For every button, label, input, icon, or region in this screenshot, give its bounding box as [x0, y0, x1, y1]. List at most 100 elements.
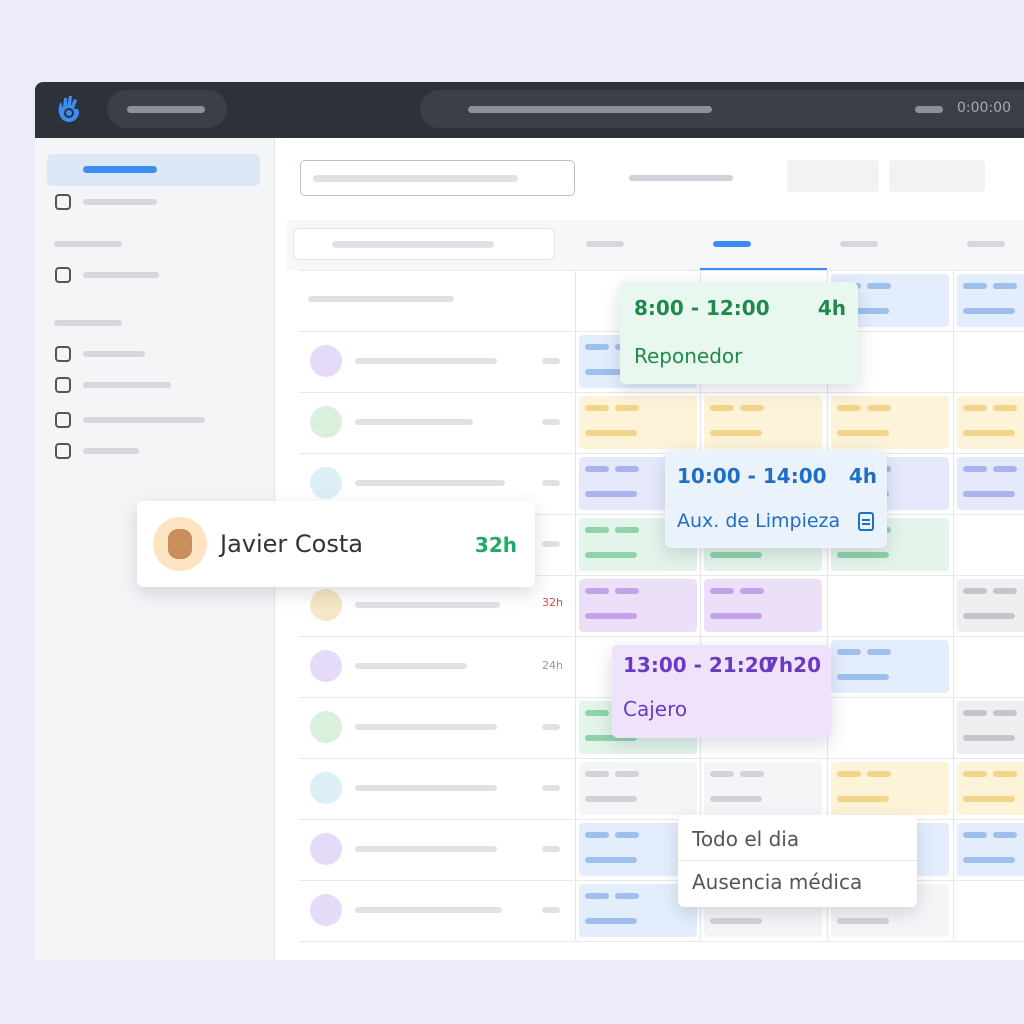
- placeholder: [585, 369, 637, 375]
- shift-card[interactable]: 13:00 - 21:20 7h20 Cajero: [612, 645, 831, 738]
- placeholder: [542, 358, 560, 364]
- grid-line: [299, 941, 1024, 942]
- search[interactable]: [293, 228, 555, 260]
- placeholder: [993, 588, 1017, 594]
- placeholder: [837, 796, 889, 802]
- placeholder: [993, 466, 1017, 472]
- nav-icon: [55, 346, 71, 362]
- avatar: [310, 589, 342, 621]
- grid-line: [299, 453, 1024, 454]
- placeholder: [837, 405, 861, 411]
- placeholder: [993, 832, 1017, 838]
- placeholder: [585, 491, 637, 497]
- placeholder: [585, 893, 609, 899]
- select[interactable]: [300, 160, 575, 196]
- placeholder: [615, 771, 639, 777]
- placeholder: [993, 771, 1017, 777]
- placeholder: [585, 466, 609, 472]
- shift-block: [831, 762, 949, 815]
- employee-card[interactable]: Javier Costa 32h: [137, 501, 535, 587]
- placeholder: [83, 351, 145, 357]
- shift-block: [579, 762, 697, 815]
- note-icon: [858, 512, 874, 531]
- placeholder: [963, 466, 987, 472]
- placeholder: [542, 724, 560, 730]
- placeholder: [710, 552, 762, 558]
- placeholder: [837, 308, 889, 314]
- placeholder: [867, 649, 891, 655]
- placeholder: [963, 308, 1015, 314]
- shift-role: Reponedor: [634, 344, 743, 368]
- shift-block: [579, 579, 697, 632]
- placeholder: [585, 918, 637, 924]
- placeholder: [355, 907, 502, 913]
- avatar: [310, 894, 342, 926]
- placeholder: [710, 405, 734, 411]
- placeholder: [542, 785, 560, 791]
- placeholder: [355, 602, 500, 608]
- workspace-pill[interactable]: [107, 90, 227, 128]
- grid-line: [299, 514, 1024, 515]
- row-hours: 24h: [542, 659, 563, 672]
- avatar: [310, 345, 342, 377]
- absence-card[interactable]: Todo el dia Ausencia médica: [678, 815, 917, 907]
- placeholder: [615, 405, 639, 411]
- placeholder: [585, 588, 609, 594]
- grid-line: [299, 392, 1024, 393]
- logo: [58, 96, 80, 123]
- shift-time: 13:00 - 21:20: [623, 653, 773, 677]
- placeholder: [585, 613, 637, 619]
- shift-block: [957, 457, 1024, 510]
- placeholder: [615, 588, 639, 594]
- shift-role: Cajero: [623, 697, 688, 721]
- shift-card[interactable]: 10:00 - 14:00 4h Aux. de Limpieza: [665, 450, 887, 548]
- placeholder: [963, 491, 1015, 497]
- placeholder: [615, 832, 639, 838]
- placeholder: [83, 448, 139, 454]
- grid-line: [575, 270, 576, 940]
- placeholder: [867, 283, 891, 289]
- employee-name: Javier Costa: [220, 530, 363, 558]
- grid-line: [299, 575, 1024, 576]
- nav-icon: [55, 377, 71, 393]
- placeholder: [867, 771, 891, 777]
- placeholder: [542, 541, 560, 547]
- placeholder: [585, 527, 609, 533]
- placeholder: [585, 857, 637, 863]
- placeholder: [963, 796, 1015, 802]
- shift-card[interactable]: 8:00 - 12:00 4h Reponedor: [620, 282, 858, 384]
- placeholder: [355, 846, 497, 852]
- placeholder: [542, 846, 560, 852]
- placeholder: [355, 663, 467, 669]
- placeholder: [963, 430, 1015, 436]
- placeholder: [740, 771, 764, 777]
- placeholder: [963, 735, 1015, 741]
- placeholder: [83, 272, 159, 278]
- toolbar-btn: [889, 160, 985, 192]
- placeholder: [713, 241, 751, 247]
- timer-bar[interactable]: 0:00:00: [420, 90, 1024, 128]
- placeholder: [837, 674, 889, 680]
- shift-role: Aux. de Limpieza: [677, 510, 841, 532]
- shift-block: [579, 823, 697, 876]
- grid-line: [827, 270, 828, 940]
- placeholder: [54, 320, 122, 326]
- placeholder: [840, 241, 878, 247]
- placeholder: [837, 649, 861, 655]
- placeholder: [585, 771, 609, 777]
- avatar: [310, 772, 342, 804]
- tab-underline: [700, 268, 827, 270]
- placeholder: [585, 796, 637, 802]
- nav-active[interactable]: [47, 154, 260, 186]
- shift-block: [704, 762, 822, 815]
- placeholder: [710, 918, 762, 924]
- shift-time: 10:00 - 14:00: [677, 464, 827, 488]
- placeholder: [355, 785, 497, 791]
- placeholder: [993, 405, 1017, 411]
- placeholder: [710, 771, 734, 777]
- placeholder: [355, 480, 505, 486]
- shift-block: [831, 396, 949, 449]
- placeholder: [740, 588, 764, 594]
- placeholder: [993, 710, 1017, 716]
